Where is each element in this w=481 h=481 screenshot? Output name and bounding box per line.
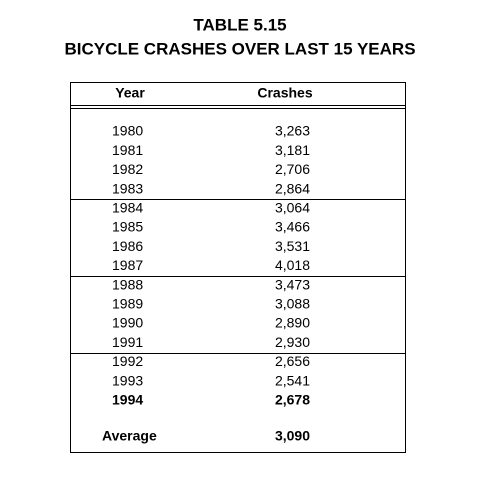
year-cell: 1986 [112, 238, 143, 254]
crashes-cell: 2,890 [275, 315, 310, 331]
crashes-cell: 3,263 [275, 123, 310, 139]
year-cell: 1990 [112, 315, 143, 331]
average-value: 3,090 [275, 428, 310, 444]
column-header: Year [115, 85, 145, 101]
crashes-cell: 3,181 [275, 142, 310, 158]
table-subtitle: BICYCLE CRASHES OVER LAST 15 YEARS [64, 39, 415, 58]
crashes-cell: 2,930 [275, 334, 310, 350]
crashes-cell: 3,064 [275, 200, 310, 216]
year-cell: 1989 [112, 296, 143, 312]
year-cell: 1985 [112, 219, 143, 235]
crashes-cell: 3,466 [275, 219, 310, 235]
year-cell: 1981 [112, 142, 143, 158]
crashes-cell: 2,678 [275, 392, 310, 408]
year-cell: 1991 [112, 334, 143, 350]
year-cell: 1987 [112, 257, 143, 273]
column-header: Crashes [257, 85, 312, 101]
year-cell: 1983 [112, 180, 143, 196]
table-title: TABLE 5.15 [193, 15, 286, 34]
average-label: Average [102, 428, 157, 444]
crashes-cell: 2,656 [275, 353, 310, 369]
crashes-cell: 2,706 [275, 161, 310, 177]
year-cell: 1982 [112, 161, 143, 177]
year-cell: 1984 [112, 200, 143, 216]
crashes-cell: 3,088 [275, 296, 310, 312]
crashes-cell: 3,473 [275, 276, 310, 292]
year-cell: 1994 [112, 392, 143, 408]
crashes-cell: 2,864 [275, 180, 310, 196]
crashes-cell: 2,541 [275, 372, 310, 388]
year-cell: 1992 [112, 353, 143, 369]
crashes-cell: 4,018 [275, 257, 310, 273]
table-border [70, 82, 406, 453]
year-cell: 1980 [112, 123, 143, 139]
crashes-cell: 3,531 [275, 238, 310, 254]
year-cell: 1993 [112, 372, 143, 388]
year-cell: 1988 [112, 276, 143, 292]
